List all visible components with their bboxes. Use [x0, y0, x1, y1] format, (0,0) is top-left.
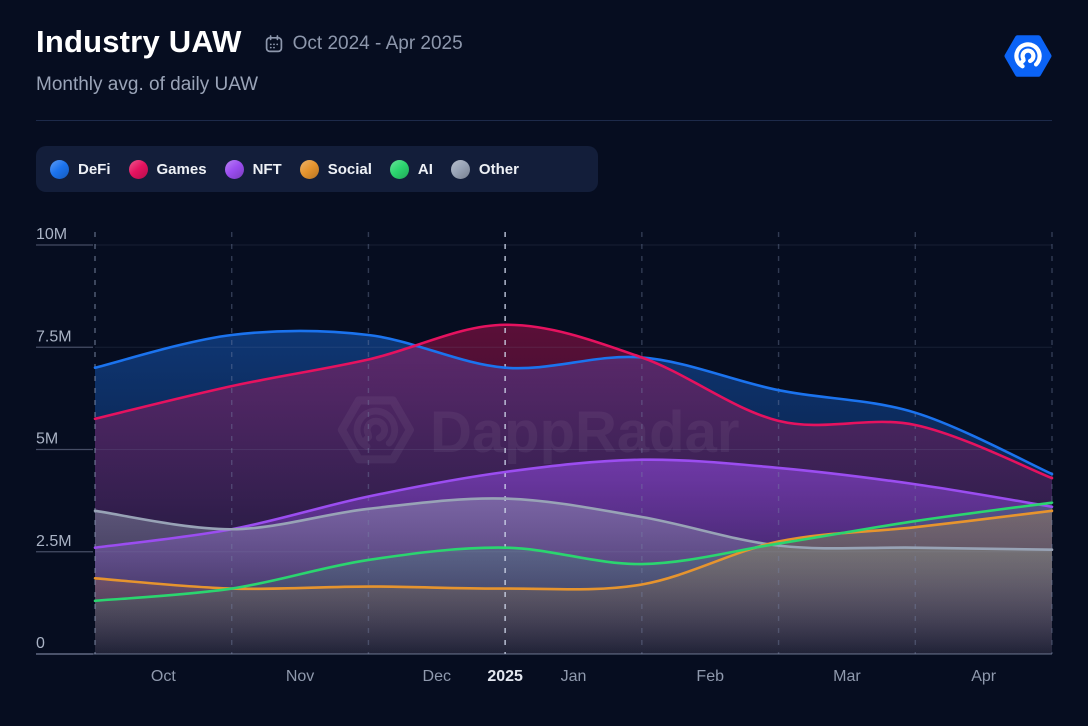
- legend-label: AI: [417, 160, 433, 178]
- line-defi[interactable]: [93, 329, 1054, 476]
- calendar-icon: [265, 35, 282, 53]
- series-lines: [93, 323, 1054, 603]
- other-color-dot: [450, 159, 470, 179]
- dappradar-watermark: DappRadar: [337, 396, 739, 465]
- series-areas: [95, 324, 1052, 654]
- legend: DeFi Games NFT Social AI Other: [36, 146, 598, 192]
- defi-color-dot: [50, 159, 69, 179]
- x-axis-label: Dec: [423, 668, 451, 685]
- line-nft[interactable]: [93, 458, 1054, 549]
- dappradar-watermark-text: DappRadar: [430, 400, 739, 465]
- legend-item-social[interactable]: Social: [299, 159, 372, 179]
- date-range: Oct 2024 - Apr 2025: [264, 33, 463, 55]
- dappradar-watermark-icon: [337, 396, 414, 464]
- nft-color-dot: [224, 159, 244, 179]
- x-axis-label: Oct: [151, 668, 176, 685]
- x-axis-label: Jan: [561, 668, 587, 685]
- date-range-label: Oct 2024 - Apr 2025: [292, 33, 463, 54]
- line-other[interactable]: [93, 497, 1054, 552]
- y-axis-label: 2.5M: [36, 533, 72, 550]
- legend-item-ai[interactable]: AI: [389, 159, 433, 179]
- uaw-area-chart[interactable]: DappRadar 0 2.5M 5M 7.5M 10M Oct Nov Dec Jan Feb Ma…: [0, 226, 1088, 726]
- legend-label: NFT: [252, 160, 282, 178]
- social-color-dot: [299, 159, 319, 179]
- x-axis-label: Mar: [833, 668, 861, 685]
- games-color-dot: [128, 159, 148, 179]
- line-games[interactable]: [93, 323, 1054, 480]
- legend-item-nft[interactable]: NFT: [224, 159, 282, 179]
- header: Industry UAW Oct 2024 - Apr 2025 Monthly…: [36, 24, 1052, 114]
- y-axis-label: 7.5M: [36, 328, 72, 345]
- line-social[interactable]: [93, 509, 1054, 591]
- legend-label: DeFi: [78, 160, 111, 178]
- legend-label: Social: [327, 160, 372, 178]
- x-axis-label: Feb: [696, 668, 724, 685]
- axis-labels: 0 2.5M 5M 7.5M 10M Oct Nov Dec Jan Feb Mar Apr 2025: [36, 226, 997, 685]
- header-divider: [36, 120, 1052, 121]
- legend-item-games[interactable]: Games: [128, 159, 207, 179]
- x-axis-year-label: 2025: [487, 668, 523, 685]
- legend-item-defi[interactable]: DeFi: [50, 159, 111, 179]
- legend-label: Other: [478, 160, 519, 178]
- y-axis-label: 0: [36, 635, 45, 652]
- legend-label: Games: [156, 160, 207, 178]
- y-axis-label: 5M: [36, 431, 58, 448]
- page-title: Industry UAW: [36, 24, 242, 59]
- ai-color-dot: [389, 159, 409, 179]
- y-axis-label: 10M: [36, 226, 67, 243]
- line-ai[interactable]: [93, 501, 1054, 603]
- x-axis-label: Nov: [286, 668, 314, 685]
- dappradar-logo[interactable]: [1004, 32, 1052, 80]
- area-ai: [95, 502, 1052, 654]
- chart-subtitle: Monthly avg. of daily UAW: [36, 74, 259, 95]
- x-axis-label: Apr: [971, 668, 997, 685]
- legend-item-other[interactable]: Other: [450, 159, 519, 179]
